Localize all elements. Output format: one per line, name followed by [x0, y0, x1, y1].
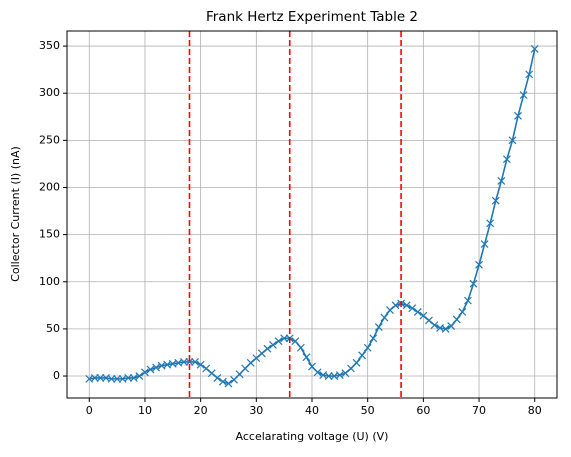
y-tick-label: 350 — [39, 39, 60, 52]
data-point — [391, 301, 400, 310]
data-point — [502, 155, 511, 164]
plot-frame — [66, 30, 558, 399]
data-point — [185, 357, 194, 366]
data-point — [441, 324, 450, 333]
y-tick-label: 100 — [39, 275, 60, 288]
data-point — [380, 313, 389, 322]
x-tick-label: 80 — [528, 404, 542, 417]
data-point — [402, 301, 411, 310]
y-tick-label: 150 — [39, 228, 60, 241]
data-point — [146, 365, 155, 374]
data-point — [252, 354, 261, 363]
data-point — [124, 373, 133, 382]
x-tick-label: 0 — [86, 404, 93, 417]
data-point — [413, 308, 422, 316]
data-point — [386, 306, 394, 314]
data-point — [180, 357, 188, 366]
y-tick-label: 250 — [39, 133, 60, 146]
data-point — [263, 344, 272, 353]
data-point — [419, 311, 428, 320]
data-point — [135, 372, 144, 380]
y-tick-label: 50 — [46, 322, 60, 335]
data-point — [257, 349, 266, 358]
x-tick-label: 60 — [416, 404, 430, 417]
x-tick-label: 40 — [305, 404, 319, 417]
data-point — [291, 337, 300, 346]
data-point — [475, 260, 483, 269]
data-point — [246, 358, 255, 367]
data-point — [530, 44, 539, 53]
data-point — [519, 91, 528, 100]
data-point — [447, 322, 456, 330]
chart-title: Frank Hertz Experiment Table 2 — [206, 9, 418, 25]
data-point — [324, 372, 333, 380]
x-tick-label: 30 — [249, 404, 263, 417]
y-axis-label: Collector Current (I) (nA) — [9, 146, 22, 282]
data-point — [452, 315, 461, 324]
data-point — [269, 341, 277, 349]
data-point — [107, 374, 116, 383]
data-point — [96, 373, 105, 382]
y-tick-label: 200 — [39, 180, 60, 193]
data-point — [514, 111, 522, 120]
data-point — [469, 279, 478, 288]
data-point — [141, 368, 149, 377]
x-tick-label: 50 — [361, 404, 375, 417]
data-point — [508, 136, 517, 145]
data-point — [191, 357, 199, 366]
data-point — [213, 373, 222, 382]
data-point — [458, 308, 467, 316]
data-point — [196, 360, 205, 369]
data-point — [207, 369, 216, 378]
data-point — [369, 334, 378, 343]
data-point — [425, 316, 433, 325]
data-point — [302, 353, 311, 362]
data-point — [274, 337, 283, 346]
y-tick-label: 0 — [53, 369, 60, 382]
data-point — [430, 321, 439, 330]
y-tick-label: 300 — [39, 86, 60, 99]
data-point — [497, 176, 506, 185]
data-point — [480, 240, 489, 248]
data-point — [363, 343, 372, 352]
x-tick-label: 70 — [472, 404, 486, 417]
data-point — [352, 358, 361, 367]
data-point — [202, 364, 211, 373]
x-axis-label: Accelarating voltage (U) (V) — [236, 430, 389, 443]
data-point — [313, 368, 322, 377]
data-point — [486, 219, 495, 228]
data-point — [113, 374, 122, 383]
data-point — [296, 343, 305, 352]
data-point — [463, 296, 472, 305]
data-point — [280, 334, 289, 343]
data-point — [374, 323, 383, 331]
data-point — [491, 196, 500, 205]
x-tick-label: 20 — [194, 404, 208, 417]
x-tick-label: 10 — [138, 404, 152, 417]
data-point — [218, 377, 227, 386]
data-point — [90, 373, 99, 382]
data-point — [358, 351, 367, 360]
data-point — [224, 379, 233, 388]
data-point — [335, 371, 344, 380]
data-point — [408, 304, 417, 313]
data-point — [525, 70, 534, 79]
data-point — [152, 363, 161, 372]
data-point — [341, 369, 350, 378]
data-point — [129, 373, 138, 382]
